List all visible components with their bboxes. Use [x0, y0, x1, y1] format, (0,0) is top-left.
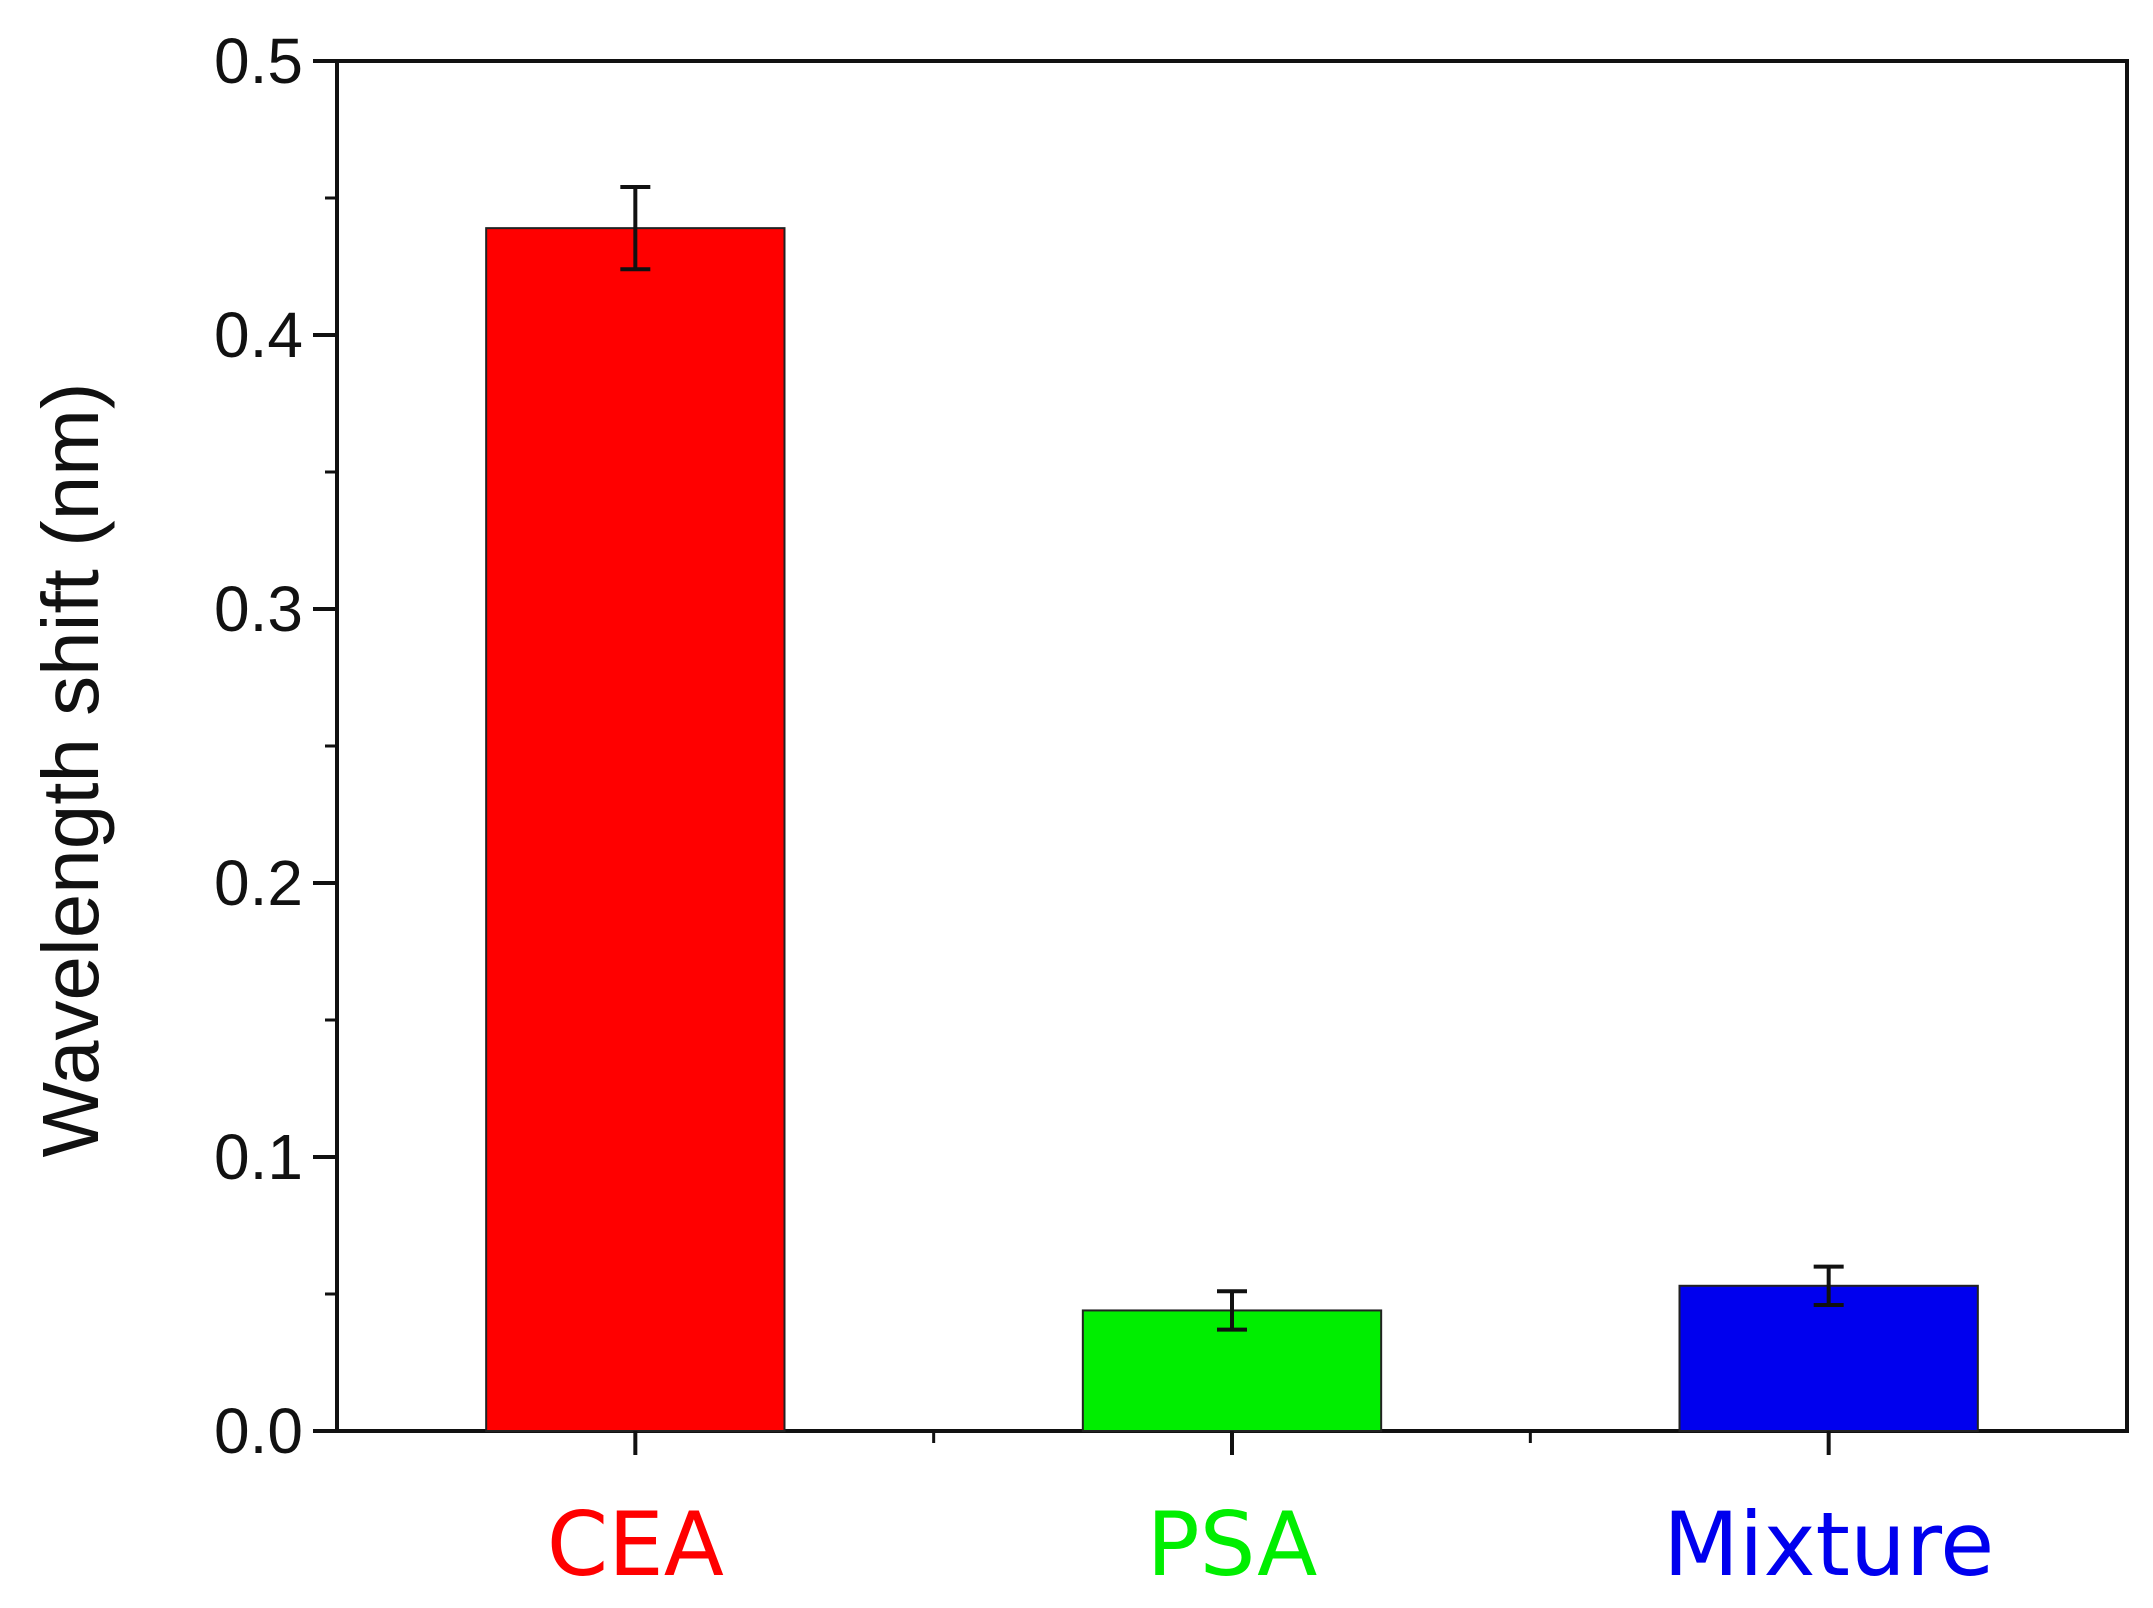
y-axis-title: Wavelength shift (nm) — [26, 382, 115, 1157]
y-tick-label: 0.1 — [214, 1121, 303, 1193]
error-bar-psa — [1217, 1289, 1247, 1332]
x-tick-label-cea: CEA — [547, 1493, 724, 1596]
y-tick-label: 0.0 — [214, 1395, 303, 1467]
y-tick-label: 0.4 — [214, 299, 303, 371]
bar-mixture — [1678, 1284, 1979, 1433]
x-tick-label-psa: PSA — [1147, 1493, 1318, 1596]
error-bar-mixture — [1813, 1264, 1844, 1307]
x-axis: CEA PSA Mixture — [547, 1431, 1994, 1596]
x-tick-label-mixture: Mixture — [1663, 1493, 1994, 1596]
y-tick-label: 0.5 — [214, 25, 303, 97]
bars — [485, 227, 1979, 1433]
error-bar-cea — [620, 185, 651, 272]
bar-cea — [485, 227, 786, 1432]
error-bars — [620, 185, 1844, 1332]
y-tick-label: 0.3 — [214, 573, 303, 645]
y-tick-label: 0.2 — [214, 847, 303, 919]
y-axis: 0.0 0.1 0.2 0.3 0.4 0.5 — [214, 25, 337, 1467]
